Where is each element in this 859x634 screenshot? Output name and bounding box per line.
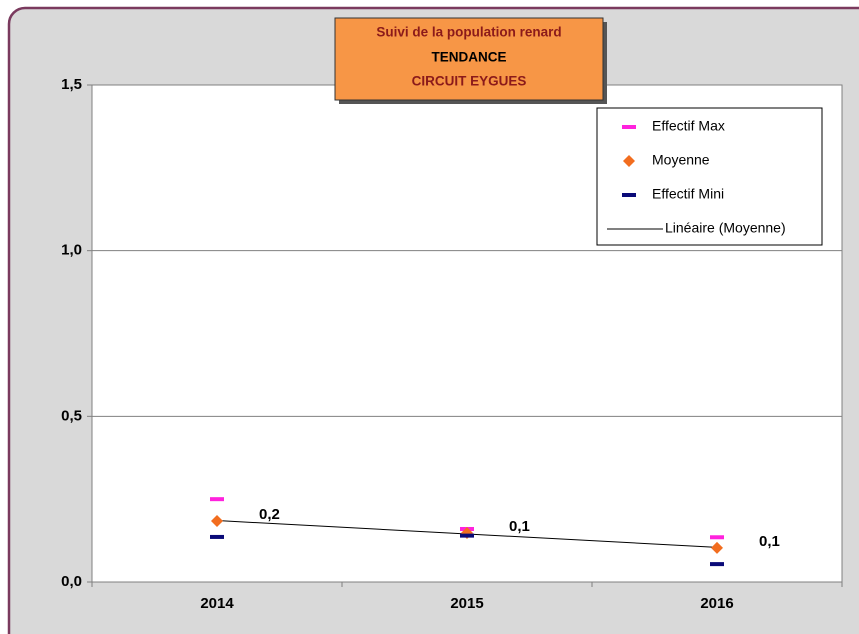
- legend-label: Linéaire (Moyenne): [665, 220, 786, 236]
- y-tick-label: 0,0: [61, 573, 82, 590]
- diamond-marker: [211, 515, 223, 528]
- dash-marker: [460, 533, 474, 538]
- legend-label: Effectif Mini: [652, 186, 724, 202]
- title-line: TENDANCE: [431, 50, 506, 65]
- dash-marker: [710, 562, 724, 567]
- legend-marker: [622, 125, 636, 129]
- dash-marker: [210, 497, 224, 502]
- title-line: CIRCUIT EYGUES: [412, 74, 527, 89]
- dash-marker: [710, 535, 724, 540]
- y-tick-label: 1,0: [61, 242, 82, 259]
- data-label: 0,1: [509, 518, 530, 535]
- x-tick-label: 2015: [450, 595, 483, 612]
- title-box: [334, 17, 604, 101]
- legend-marker: [622, 193, 636, 197]
- x-tick-label: 2016: [700, 595, 733, 612]
- legend-label: Moyenne: [652, 152, 710, 168]
- data-label: 0,2: [259, 506, 280, 523]
- dash-marker: [210, 534, 224, 539]
- legend-box: [596, 107, 823, 246]
- legend-marker: [623, 155, 635, 167]
- y-tick-label: 1,5: [61, 76, 82, 93]
- x-tick-label: 2014: [200, 595, 234, 612]
- data-label: 0,1: [759, 533, 780, 550]
- y-tick-label: 0,5: [61, 407, 82, 424]
- diamond-marker: [711, 541, 723, 554]
- title-line: Suivi de la population renard: [376, 25, 561, 40]
- legend-label: Effectif Max: [652, 118, 725, 134]
